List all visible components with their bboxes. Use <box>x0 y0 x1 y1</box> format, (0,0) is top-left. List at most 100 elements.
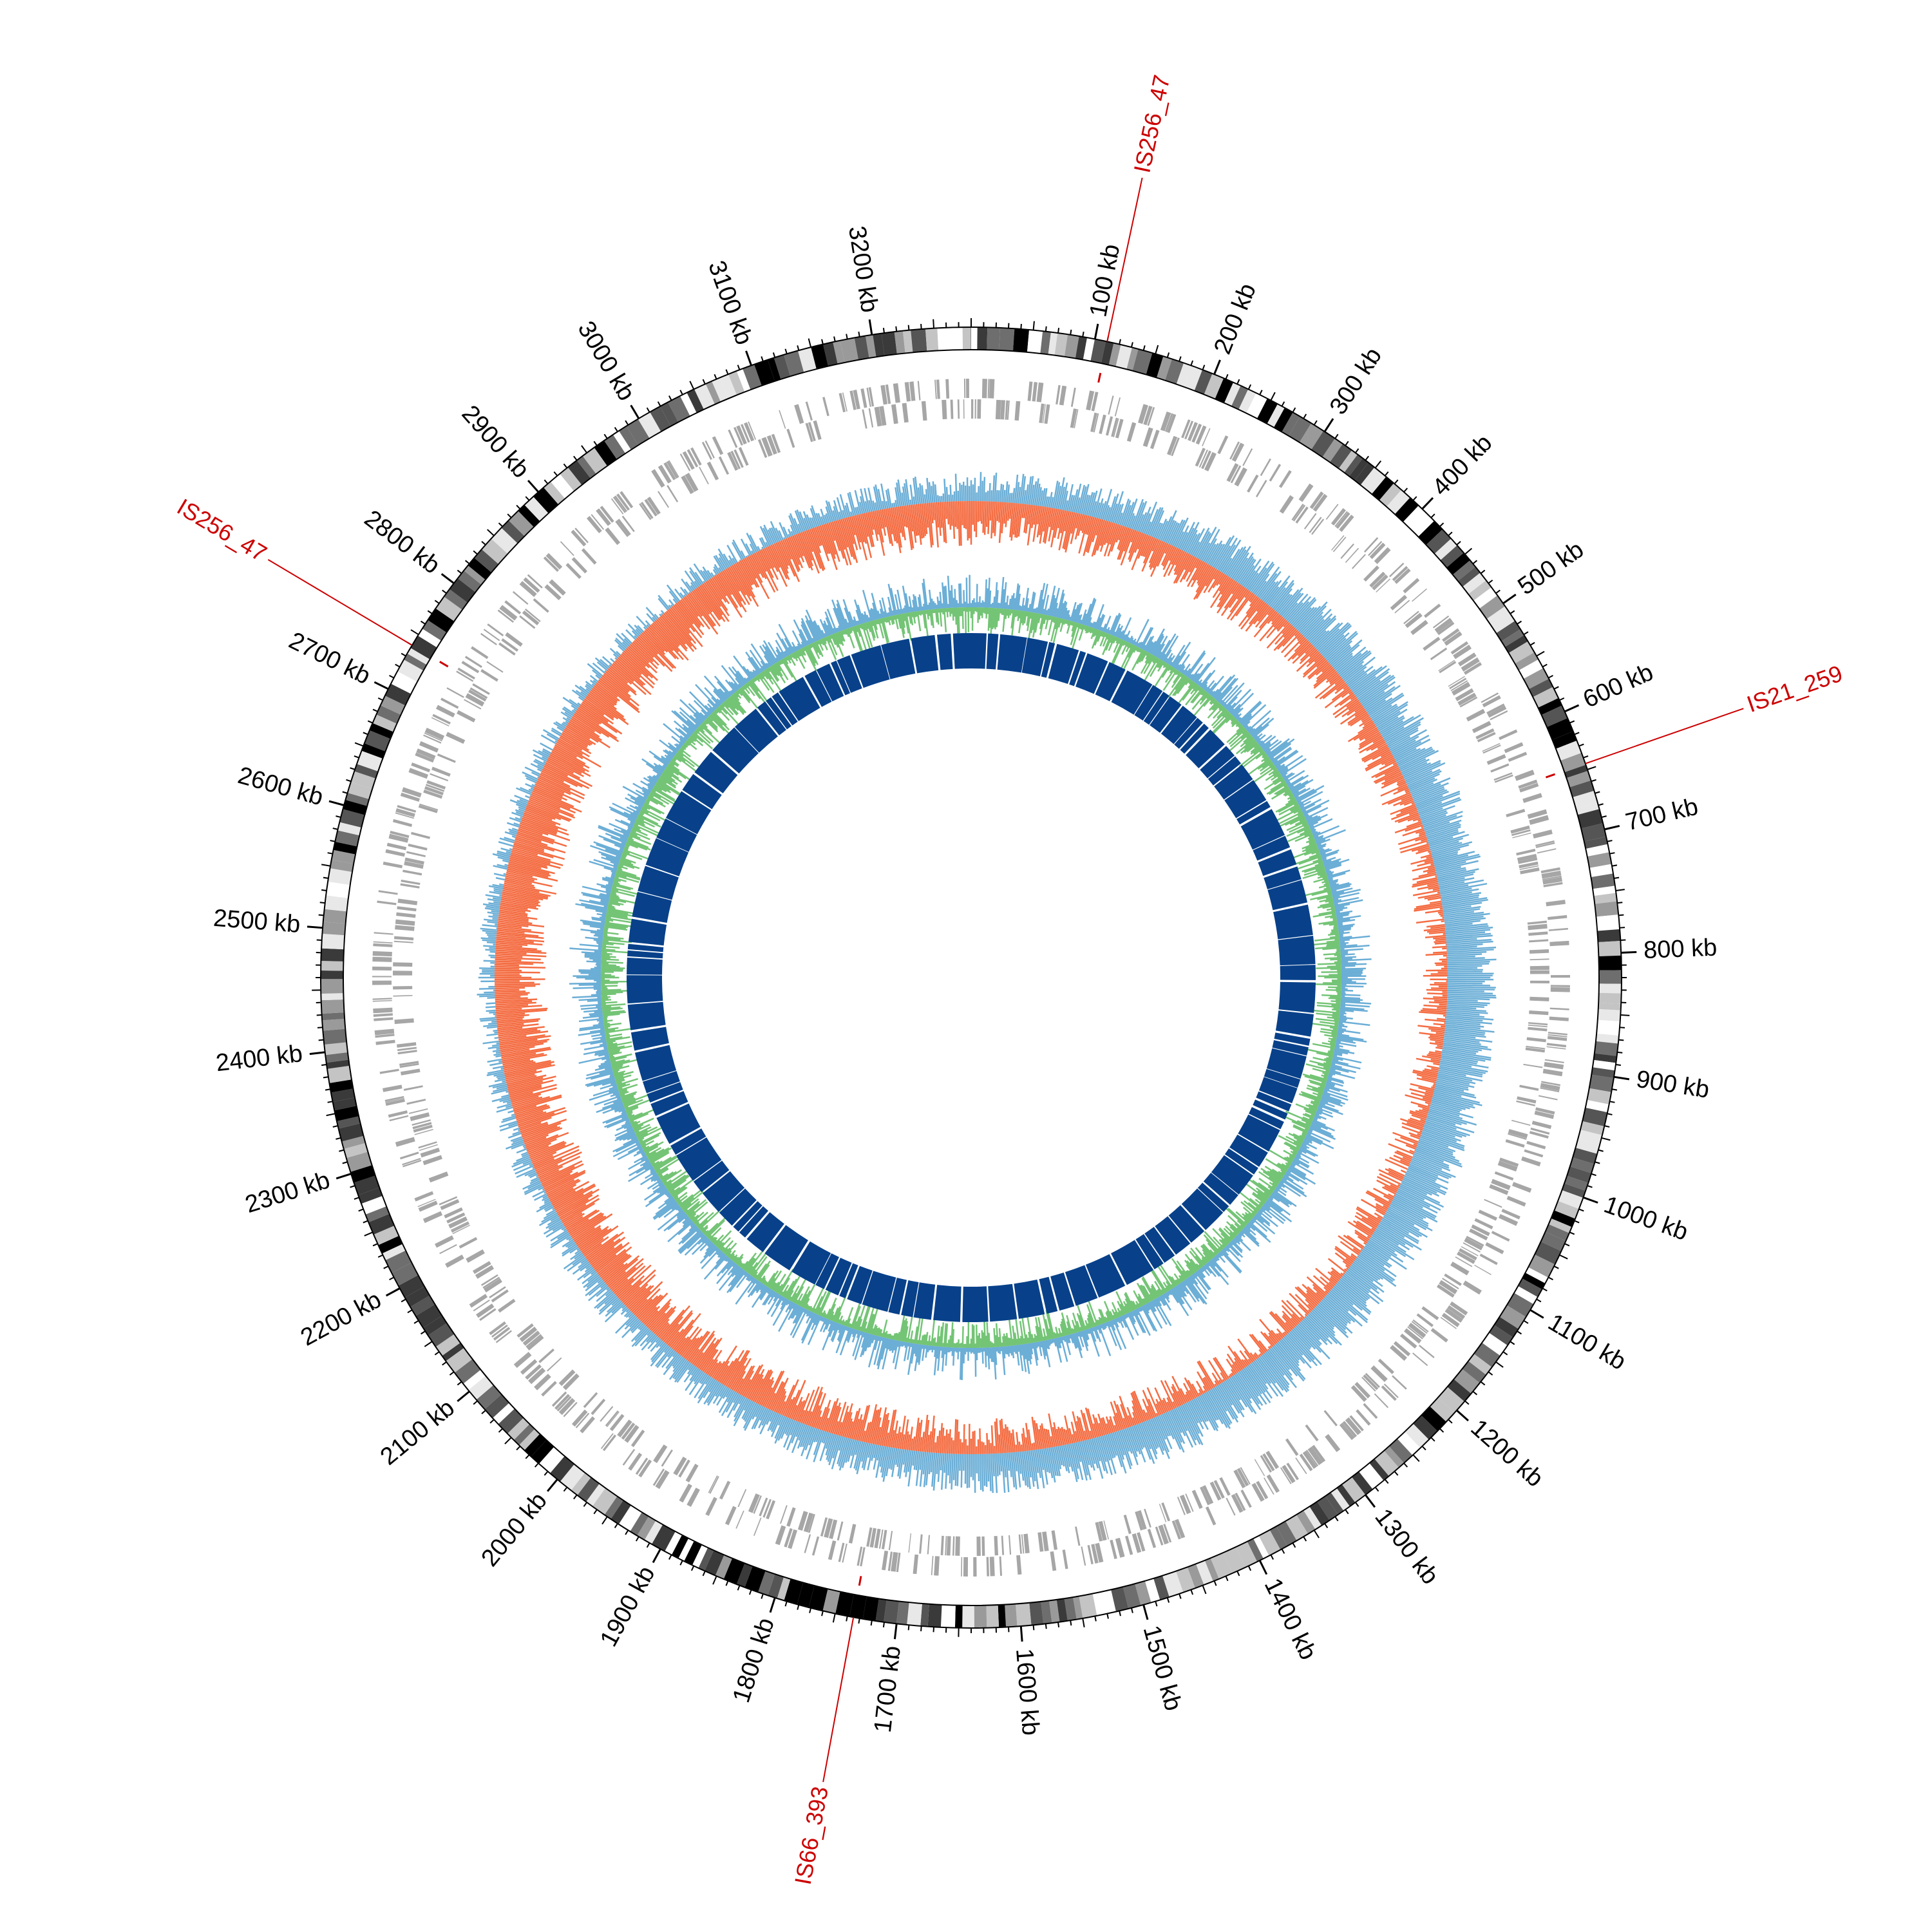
gene-block <box>545 553 563 570</box>
gene-block <box>1059 385 1067 406</box>
gene-block <box>1412 1319 1429 1332</box>
gc-skew-negative-bar <box>1334 1247 1354 1263</box>
major-tick <box>1365 1494 1376 1508</box>
gc-skew-negative-bar <box>521 1119 567 1136</box>
gene-block <box>705 440 715 459</box>
gc-skew-negative-bar <box>1410 1101 1430 1108</box>
gc-skew-positive-bar <box>1173 1408 1194 1448</box>
ideogram-band <box>1282 412 1300 436</box>
gc-skew-negative-bar <box>520 1121 548 1133</box>
gc-skew-negative-bar <box>628 1285 654 1311</box>
gc-skew-negative-bar <box>1348 701 1361 711</box>
gc-skew-positive-bar <box>641 1334 656 1351</box>
gc-content-negative-bar <box>1065 620 1068 624</box>
gc-skew-negative-bar <box>554 746 586 765</box>
gc-skew-negative-bar <box>833 1421 839 1435</box>
gc-skew-positive-bar <box>634 1327 649 1341</box>
gc-skew-negative-bar <box>1155 1412 1159 1417</box>
gene-block <box>1548 927 1569 931</box>
gc-skew-negative-bar <box>645 1298 672 1327</box>
gc-skew-positive-bar <box>1367 1242 1407 1270</box>
gc-skew-positive-bar <box>725 1392 738 1413</box>
gc-skew-positive-bar <box>990 1454 994 1493</box>
gc-skew-negative-bar <box>1433 936 1446 940</box>
gc-skew-positive-bar <box>1180 1405 1201 1445</box>
gc-skew-negative-bar <box>683 1337 700 1358</box>
gc-skew-positive-bar <box>951 1454 954 1490</box>
gc-skew-negative-bar <box>1365 753 1393 770</box>
gc-skew-positive-bar <box>1367 1240 1392 1257</box>
gene-block <box>1095 1542 1104 1563</box>
gc-skew-positive-bar <box>526 777 537 784</box>
gc-skew-positive-bar <box>684 570 698 589</box>
gc-skew-positive-bar <box>1131 498 1144 529</box>
gc-skew-positive-bar <box>1445 925 1489 931</box>
gc-skew-positive-bar <box>1036 1449 1042 1479</box>
gc-skew-positive-bar <box>940 1453 945 1490</box>
gc-skew-negative-bar <box>1283 621 1289 628</box>
gc-skew-positive-bar <box>1408 777 1435 790</box>
gc-skew-negative-bar <box>897 1432 902 1449</box>
gc-skew-positive-bar <box>1447 963 1490 966</box>
minor-tick <box>1553 686 1559 690</box>
gc-skew-negative-bar <box>557 739 583 755</box>
gene-block <box>465 693 485 707</box>
gc-skew-negative-bar <box>1400 805 1416 813</box>
gc-skew-positive-bar <box>1333 652 1353 670</box>
gc-skew-positive-bar <box>1392 1198 1438 1223</box>
minor-tick <box>1225 374 1229 380</box>
gc-skew-positive-bar <box>1268 581 1289 606</box>
gc-content-positive-bar <box>1075 603 1083 623</box>
gc-skew-negative-bar <box>1292 643 1313 664</box>
gc-skew-negative-bar <box>507 864 551 877</box>
gc-skew-negative-bar <box>1214 1383 1217 1387</box>
gc-skew-negative-bar <box>705 581 730 617</box>
gene-block <box>1449 677 1467 690</box>
gc-skew-negative-bar <box>1167 549 1182 576</box>
gene-block <box>1527 920 1547 925</box>
gene-block <box>1195 425 1207 445</box>
minor-tick <box>635 1536 639 1542</box>
gc-skew-negative-bar <box>935 1435 939 1454</box>
gc-skew-positive-bar <box>498 841 514 847</box>
gc-skew-positive-bar <box>1086 1439 1095 1471</box>
gc-skew-positive-bar <box>1204 544 1217 564</box>
gc-skew-positive-bar <box>872 500 876 511</box>
gene-block <box>974 399 976 419</box>
gc-skew-negative-bar <box>517 829 567 848</box>
gc-skew-negative-bar <box>1198 1392 1202 1396</box>
gc-skew-positive-bar <box>1419 1137 1456 1153</box>
gc-skew-positive-bar <box>919 483 923 504</box>
gc-skew-positive-bar <box>1337 1282 1367 1307</box>
gc-skew-positive-bar <box>841 1438 851 1468</box>
gc-skew-positive-bar <box>887 488 893 508</box>
gc-skew-negative-bar <box>563 1212 583 1226</box>
gc-skew-negative-bar <box>912 504 918 536</box>
gc-skew-positive-bar <box>743 1399 751 1411</box>
gc-skew-negative-bar <box>1109 1416 1116 1432</box>
minor-tick <box>1619 1027 1625 1028</box>
gc-skew-negative-bar <box>1229 1373 1233 1378</box>
gc-skew-positive-bar <box>1185 1403 1204 1437</box>
gc-skew-positive-bar <box>1095 502 1101 518</box>
gc-skew-positive-bar <box>1278 1341 1300 1367</box>
gc-skew-negative-bar <box>890 1430 895 1448</box>
gc-skew-negative-bar <box>1396 1150 1413 1159</box>
minor-tick <box>1548 1276 1553 1280</box>
ideogram-band <box>1594 1041 1618 1056</box>
gc-skew-positive-bar <box>1193 1398 1207 1423</box>
gc-skew-positive-bar <box>768 527 777 544</box>
gene-block <box>893 383 900 403</box>
gc-skew-positive-bar <box>1110 1432 1123 1468</box>
gc-skew-positive-bar <box>1416 1148 1463 1168</box>
gc-skew-negative-bar <box>1031 1416 1037 1450</box>
gc-skew-positive-bar <box>1412 782 1449 799</box>
minor-tick <box>1412 496 1417 501</box>
gc-skew-negative-bar <box>1296 633 1303 640</box>
gene-block <box>621 515 635 533</box>
ideogram-band <box>1581 823 1606 842</box>
gc-skew-positive-bar <box>499 1124 518 1132</box>
gc-content-negative-bar <box>1039 614 1044 630</box>
gene-block <box>661 1449 673 1467</box>
gene-block <box>1005 400 1009 420</box>
